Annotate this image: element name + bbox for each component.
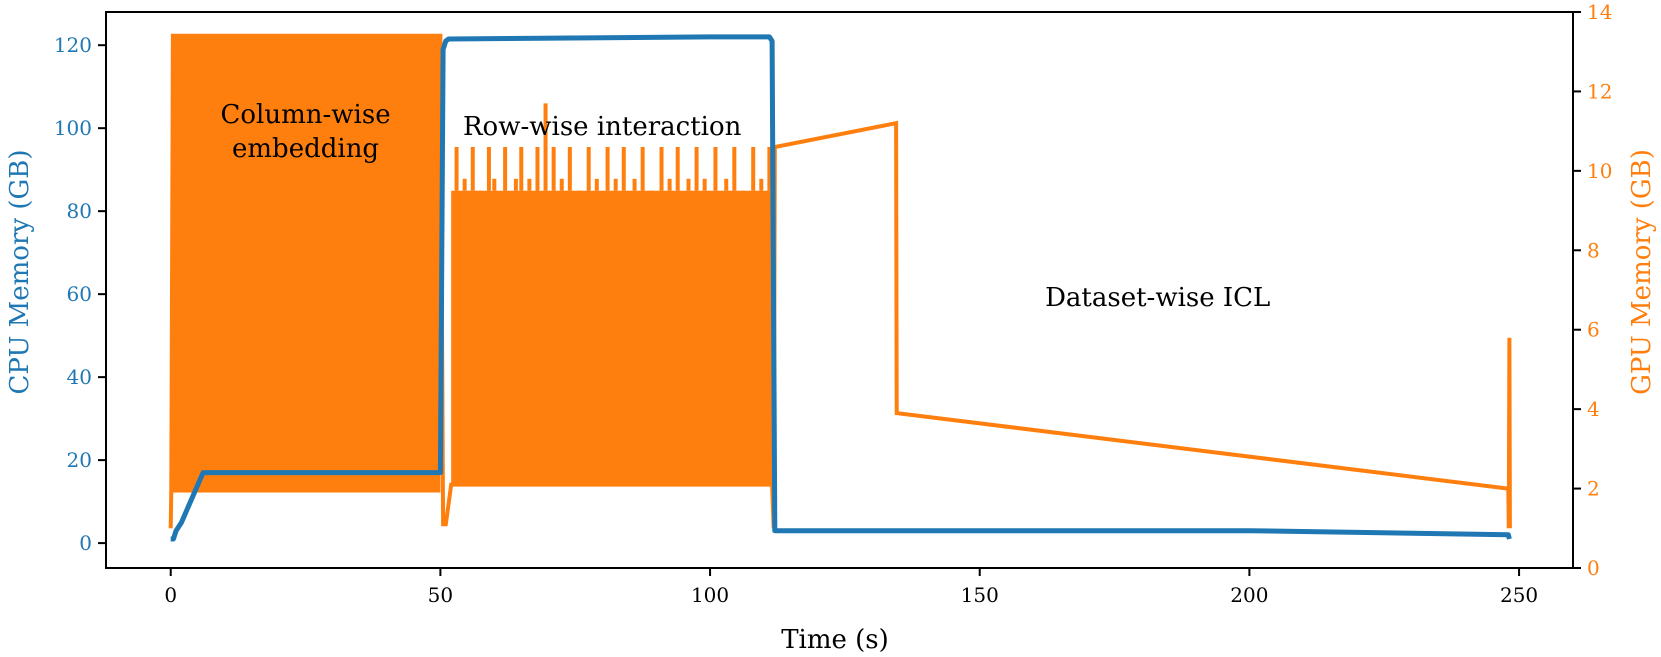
y-right-tick-label: 10 [1587,159,1612,183]
y-right-tick-label: 0 [1587,556,1600,580]
gpu-envelope-0 [172,35,441,493]
y-left-tick-label: 60 [67,282,92,306]
y-right-tick-label: 4 [1587,397,1600,421]
y-right-tick-label: 2 [1587,477,1600,501]
y-left-tick-label: 120 [54,33,92,57]
annotation-line: Dataset-wise ICL [1045,283,1270,313]
y-left-axis-title: CPU Memory (GB) [5,150,35,395]
gpu-envelope-1 [451,190,773,485]
cpu-series [170,34,1512,542]
y-left-tick-label: 100 [54,116,92,140]
gpu-series [168,33,1512,529]
y-left-tick-label: 80 [67,199,92,223]
x-tick-label: 150 [961,583,999,607]
x-tick-label: 50 [428,583,453,607]
annotation-1: Row-wise interaction [463,112,742,142]
x-ticks: 0 50 100 150 200 250 [164,568,1538,607]
y-left-tick-label: 0 [79,531,92,555]
y-left-ticks: 0 20 40 60 80 100 120 [54,33,106,555]
annotation-line: Column-wise [221,100,391,130]
y-left-tick-label: 40 [67,365,92,389]
axes-frame [105,11,1574,569]
axes-border [105,11,1574,569]
annotation-line: embedding [232,134,379,164]
x-tick-label: 0 [164,583,177,607]
cpu-line [170,34,1512,542]
y-right-tick-label: 14 [1587,0,1612,24]
x-tick-label: 250 [1500,583,1538,607]
annotations: Column-wise embedding Row-wise interaction… [221,100,1271,313]
x-tick-label: 100 [691,583,729,607]
y-right-tick-label: 12 [1587,79,1612,103]
y-right-axis-title: GPU Memory (GB) [1627,149,1657,395]
y-right-tick-label: 6 [1587,318,1600,342]
x-tick-label: 200 [1230,583,1268,607]
y-right-ticks: 0 2 4 6 8 10 12 14 [1573,0,1612,580]
y-left-tick-label: 20 [67,448,92,472]
annotation-2: Dataset-wise ICL [1045,283,1270,313]
annotation-line: Row-wise interaction [463,112,742,142]
y-right-tick-label: 8 [1587,238,1600,262]
x-axis-title: Time (s) [781,625,889,655]
annotation-0: Column-wise embedding [221,100,391,164]
